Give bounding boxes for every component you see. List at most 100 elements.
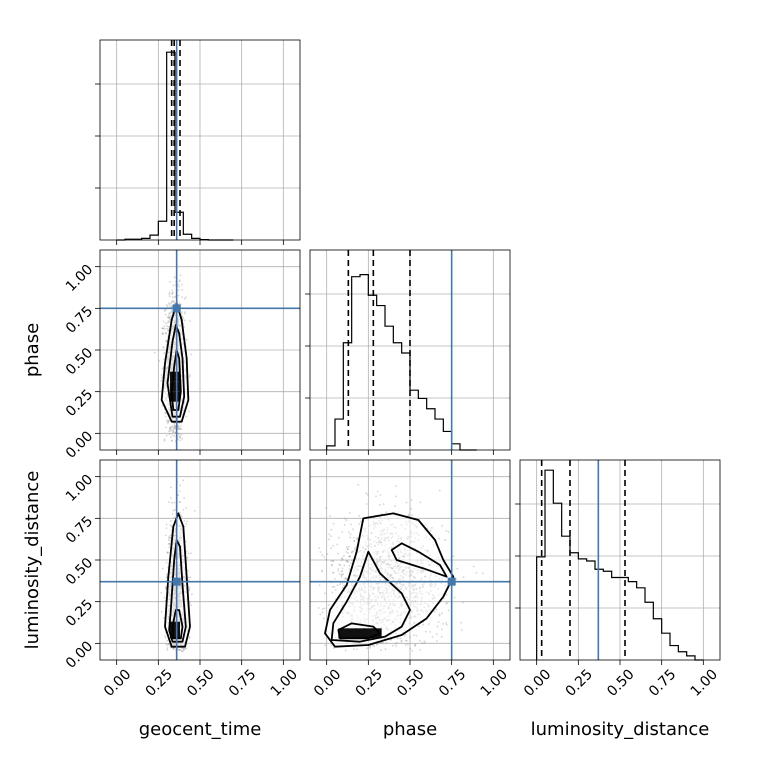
density-bin (355, 628, 365, 639)
sample-point (399, 550, 402, 553)
sample-point (178, 531, 181, 533)
sample-point (167, 403, 170, 406)
sample-point (388, 604, 391, 607)
sample-point (398, 595, 401, 598)
sample-point (417, 533, 420, 536)
sample-point (403, 555, 405, 558)
sample-point (417, 609, 419, 612)
sample-point (380, 562, 383, 565)
injection-marker (447, 577, 456, 586)
sample-point (178, 537, 181, 540)
sample-point (358, 565, 360, 568)
grid-lines (100, 40, 300, 240)
sample-point (163, 384, 166, 387)
sample-point (172, 601, 175, 604)
sample-point (163, 310, 166, 312)
sample-point (171, 296, 174, 299)
sample-point (400, 605, 403, 608)
sample-point (345, 519, 348, 521)
sample-point (167, 361, 170, 364)
sample-point (372, 576, 375, 579)
sample-point (403, 634, 406, 637)
sample-point (180, 433, 183, 436)
sample-point (181, 613, 183, 616)
sample-point (177, 606, 180, 609)
sample-point (387, 518, 390, 521)
sample-point (180, 313, 183, 315)
sample-point (400, 583, 403, 586)
sample-point (405, 501, 408, 504)
sample-point (366, 603, 369, 605)
sample-point (179, 354, 182, 357)
y-axis-label-luminosity-distance: luminosity_distance (22, 471, 43, 650)
sample-point (387, 563, 390, 566)
sample-point (414, 584, 417, 586)
sample-point (383, 578, 386, 581)
sample-point (177, 564, 180, 566)
sample-point (397, 571, 400, 574)
sample-point (364, 591, 366, 594)
sample-point (178, 616, 180, 618)
sample-point (161, 367, 164, 370)
sample-point (386, 572, 389, 575)
sample-point (171, 552, 174, 555)
x-tick-label: 0.50 (394, 666, 427, 699)
sample-point (173, 346, 176, 348)
sample-point (403, 556, 406, 559)
sample-point (162, 327, 164, 330)
sample-point (178, 598, 181, 601)
sample-point (178, 570, 181, 572)
sample-point (173, 343, 176, 346)
sample-point (369, 538, 371, 541)
sample-point (173, 276, 176, 278)
sample-point (416, 597, 419, 599)
sample-point (390, 574, 393, 576)
sample-point (364, 619, 367, 621)
sample-point (178, 280, 181, 283)
sample-point (170, 305, 172, 308)
y-tick-label: 0.25 (63, 387, 96, 420)
sample-point (180, 604, 183, 607)
sample-point (359, 583, 362, 586)
sample-point (172, 412, 175, 415)
sample-point (374, 545, 376, 547)
sample-point (387, 589, 390, 591)
sample-point (177, 322, 180, 325)
sample-point (393, 604, 396, 607)
sample-point (166, 367, 168, 370)
sample-point (179, 588, 182, 591)
sample-point (170, 486, 172, 489)
sample-point (420, 578, 423, 581)
sample-point (177, 426, 179, 429)
sample-point (179, 325, 181, 327)
sample-point (369, 607, 372, 610)
sample-point (400, 603, 403, 605)
sample-point (372, 587, 375, 589)
sample-point (408, 571, 411, 574)
sample-point (180, 396, 183, 399)
sample-point (376, 602, 379, 605)
sample-point (325, 506, 328, 509)
sample-point (171, 417, 174, 420)
sample-point (360, 604, 362, 607)
sample-point (184, 585, 186, 587)
sample-point (180, 537, 183, 539)
sample-point (180, 515, 183, 518)
sample-point (173, 301, 175, 304)
sample-point (370, 585, 373, 588)
sample-point (158, 360, 161, 363)
sample-point (168, 591, 171, 594)
sample-point (185, 388, 187, 391)
sample-point (371, 619, 374, 622)
sample-point (179, 329, 182, 332)
y-axis-label-phase: phase (22, 323, 43, 377)
y-tick-label: 1.00 (63, 472, 96, 505)
sample-point (163, 325, 166, 328)
sample-point (185, 338, 188, 341)
sample-point (371, 605, 374, 607)
sample-point (161, 333, 164, 335)
sample-point (374, 522, 377, 525)
sample-point (177, 366, 179, 369)
sample-point (323, 607, 326, 610)
sample-point (346, 548, 349, 551)
